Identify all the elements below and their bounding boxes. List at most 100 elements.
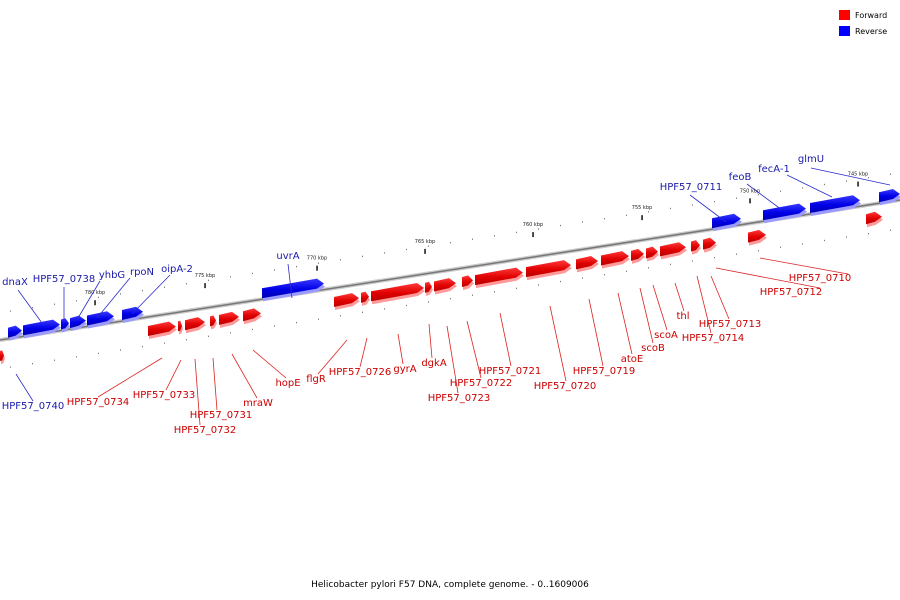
gene-label: HPF57_0731 <box>190 410 252 421</box>
forward-gene-arrow <box>526 260 571 278</box>
leader-line <box>652 284 668 331</box>
gene-label: HPF57_0733 <box>133 390 195 401</box>
leader-line <box>428 323 433 359</box>
gene-label: HPF57_0721 <box>479 366 541 377</box>
forward-gene-arrow <box>576 255 598 270</box>
forward-gene-arrow <box>219 311 239 325</box>
gene-label: HPF57_0726 <box>329 367 391 378</box>
legend-reverse-label: Reverse <box>855 27 887 36</box>
legend-reverse-swatch <box>839 26 850 36</box>
legend: Forward Reverse <box>839 10 887 36</box>
label-leaders <box>15 167 891 426</box>
leader-line <box>194 358 201 426</box>
forward-gene-arrow <box>748 229 766 243</box>
forward-gene-arrow <box>148 321 176 336</box>
gene-labels: dnaX HPF57_0738 yhbG rpoN oipA-2 uvrA HPF57_07… <box>2 154 851 436</box>
leader-line <box>588 298 604 367</box>
leader-line <box>810 167 891 186</box>
leader-line <box>165 359 182 391</box>
leader-line <box>759 257 849 275</box>
leader-line <box>287 263 293 299</box>
gene-label: fecA-1 <box>758 164 790 175</box>
leader-line <box>96 277 131 319</box>
gene-label: scoA <box>654 330 678 341</box>
gene-label: gyrA <box>393 364 416 375</box>
leader-line <box>77 280 101 319</box>
reverse-gene-arrow <box>87 311 114 326</box>
leader-line <box>97 357 163 398</box>
leader-line <box>746 183 783 211</box>
tick-label: 750 kbp <box>740 188 760 194</box>
reverse-gene-arrow <box>763 203 806 221</box>
gene-label: thl <box>676 311 689 322</box>
gene-label: glmU <box>798 154 824 165</box>
leader-line <box>549 305 567 382</box>
gene-label: dnaX <box>2 277 28 288</box>
gene-label: mraW <box>243 398 273 409</box>
tick-label: 775 kbp <box>195 273 215 279</box>
dotted-guide-lines <box>10 173 891 368</box>
gene-label: rpoN <box>130 267 154 278</box>
forward-gene-arrow <box>475 267 523 286</box>
gene-label: feoB <box>729 172 752 183</box>
legend-forward-label: Forward <box>855 11 887 20</box>
leader-line <box>689 194 727 223</box>
reverse-gene-arrow <box>879 189 900 203</box>
leader-line <box>359 337 368 368</box>
forward-gene-arrow <box>178 320 182 332</box>
forward-gene-arrow <box>243 308 261 322</box>
gene-label: yhbG <box>99 270 125 281</box>
reverse-gene-arrow <box>262 278 324 299</box>
forward-gene-arrow <box>361 291 369 303</box>
gene-label: HPF57_0712 <box>760 287 822 298</box>
forward-gene-arrow <box>646 246 658 259</box>
tick-label: 765 kbp <box>415 239 435 245</box>
leader-line <box>317 339 348 375</box>
gene-arrows <box>0 189 900 364</box>
tick-label: 760 kbp <box>523 222 543 228</box>
reverse-gene-arrow <box>23 319 60 336</box>
gene-label: HPF57_0723 <box>428 393 490 404</box>
leader-line <box>786 174 833 198</box>
forward-gene-arrow <box>691 240 700 252</box>
forward-gene-arrow <box>0 350 4 361</box>
reverse-gene-arrow <box>70 315 86 329</box>
gene-label: flgR <box>306 374 326 385</box>
leader-line <box>212 357 218 411</box>
leader-line <box>446 325 459 394</box>
forward-gene-arrow <box>434 278 456 292</box>
tick-label: 755 kbp <box>632 205 652 211</box>
tick-label: 780 kbp <box>85 290 105 296</box>
leader-line <box>397 333 404 365</box>
gene-label: oipA-2 <box>161 264 193 275</box>
leader-line <box>499 312 512 367</box>
coordinate-ticks: 780 kbp 775 kbp 770 kbp 765 kbp 760 kbp 755 k… <box>85 172 868 306</box>
forward-gene-arrow <box>601 251 629 266</box>
gene-label: scoB <box>641 343 665 354</box>
forward-gene-arrow <box>210 315 216 327</box>
forward-gene-arrow <box>631 248 644 261</box>
leader-line <box>696 275 712 334</box>
forward-gene-arrow <box>185 317 205 331</box>
forward-gene-arrow <box>703 237 716 250</box>
leader-line <box>639 287 654 344</box>
tick-label: 745 kbp <box>848 172 868 178</box>
leader-line <box>710 275 730 320</box>
gene-label: HPF57_0720 <box>534 381 596 392</box>
genome-caption: Helicobacter pylori F57 DNA, complete ge… <box>311 580 589 590</box>
leader-line <box>131 274 171 315</box>
leader-line <box>674 282 685 312</box>
gene-label: HPF57_0711 <box>660 182 722 193</box>
gene-label: HPF57_0734 <box>67 397 129 408</box>
leader-line <box>17 289 43 324</box>
reverse-gene-arrow <box>810 195 860 213</box>
leader-line <box>15 373 34 402</box>
gene-label: HPF57_0714 <box>682 333 744 344</box>
forward-gene-arrow <box>866 211 882 225</box>
forward-gene-arrow <box>660 242 686 257</box>
leader-line <box>617 292 633 355</box>
forward-gene-arrow <box>425 281 432 293</box>
gene-label: HPF57_0740 <box>2 401 64 412</box>
gene-label: HPF57_0722 <box>450 378 512 389</box>
